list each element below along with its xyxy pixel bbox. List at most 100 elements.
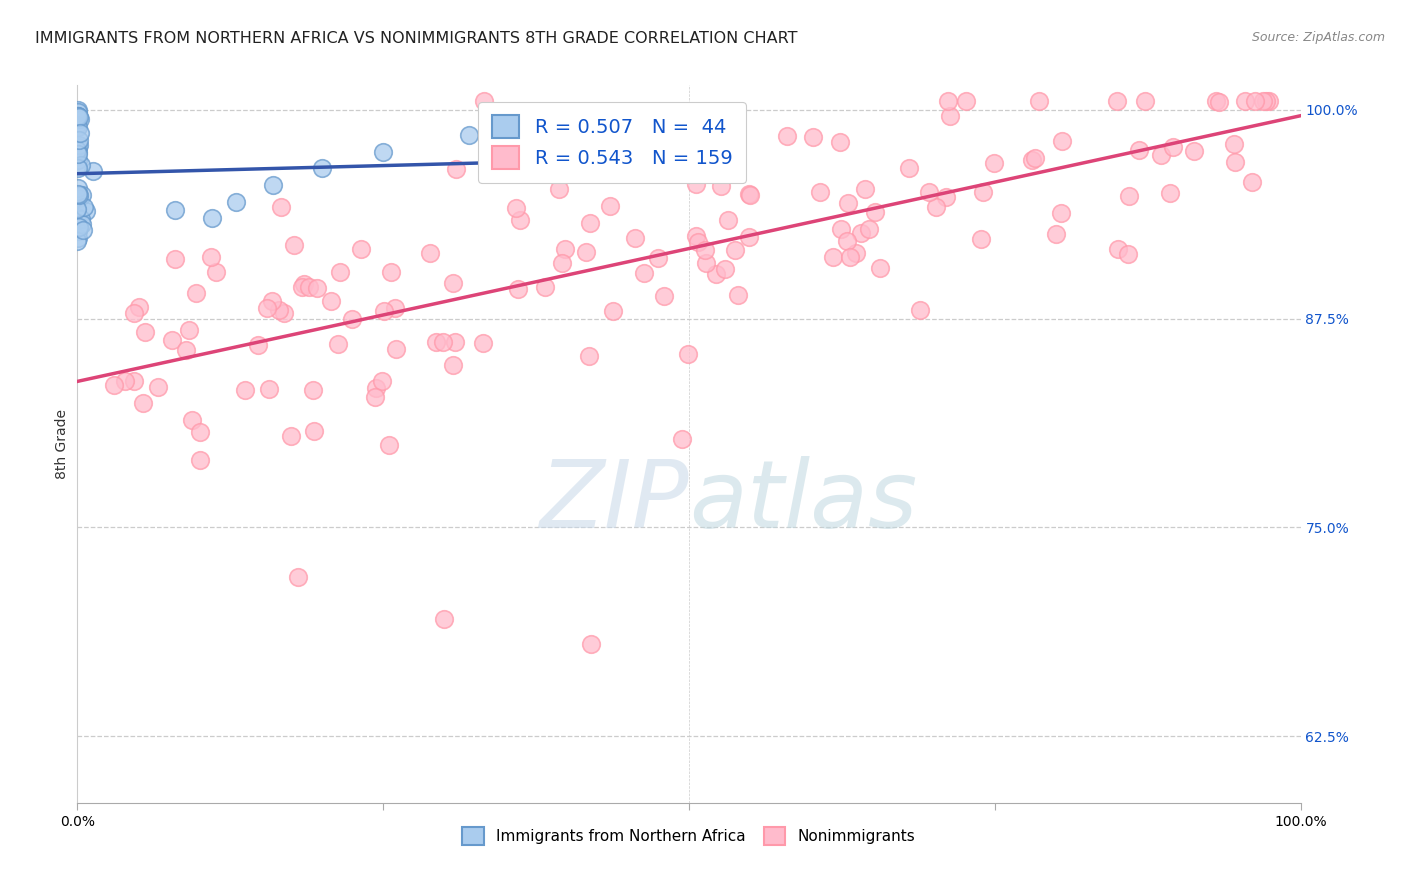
- Point: [114, 374, 136, 388]
- Point: [66, 186, 89, 201]
- Point: [72, 217, 94, 231]
- Point: [1258, 95, 1281, 109]
- Point: [256, 301, 278, 316]
- Point: [1128, 143, 1150, 157]
- Point: [1118, 247, 1140, 261]
- Point: [863, 205, 886, 219]
- Point: [837, 196, 859, 211]
- Point: [1149, 148, 1171, 162]
- Point: [66, 118, 89, 132]
- Text: atlas: atlas: [689, 456, 917, 547]
- Point: [66, 223, 89, 237]
- Point: [73, 200, 96, 214]
- Point: [1208, 95, 1230, 109]
- Point: [179, 323, 201, 337]
- Point: [509, 212, 531, 227]
- Point: [695, 243, 717, 257]
- Point: [66, 234, 89, 248]
- Point: [897, 161, 920, 175]
- Point: [647, 251, 669, 265]
- Point: [378, 438, 401, 452]
- Point: [1050, 205, 1073, 219]
- Point: [1107, 95, 1129, 109]
- Point: [444, 161, 467, 176]
- Point: [1225, 155, 1247, 169]
- Point: [1107, 242, 1129, 256]
- Point: [302, 383, 325, 397]
- Point: [727, 288, 749, 302]
- Point: [1205, 95, 1227, 109]
- Point: [262, 178, 284, 192]
- Point: [724, 244, 747, 258]
- Point: [1251, 95, 1274, 109]
- Text: IMMIGRANTS FROM NORTHERN AFRICA VS NONIMMIGRANTS 8TH GRADE CORRELATION CHART: IMMIGRANTS FROM NORTHERN AFRICA VS NONIM…: [35, 31, 797, 46]
- Point: [1021, 153, 1043, 167]
- Point: [384, 301, 406, 316]
- Point: [128, 301, 150, 315]
- Point: [1133, 95, 1156, 109]
- Point: [717, 213, 740, 227]
- Point: [257, 382, 280, 396]
- Point: [579, 145, 602, 159]
- Point: [801, 129, 824, 144]
- Point: [686, 235, 709, 249]
- Point: [298, 280, 321, 294]
- Point: [67, 138, 90, 153]
- Point: [67, 188, 90, 202]
- Point: [165, 202, 187, 217]
- Point: [364, 381, 387, 395]
- Point: [972, 185, 994, 199]
- Point: [67, 109, 90, 123]
- Point: [371, 375, 394, 389]
- Point: [66, 153, 89, 167]
- Point: [184, 286, 207, 301]
- Point: [122, 306, 145, 320]
- Point: [685, 177, 707, 191]
- Point: [633, 266, 655, 280]
- Point: [939, 109, 962, 123]
- Point: [67, 230, 90, 244]
- Point: [472, 95, 495, 109]
- Point: [67, 133, 90, 147]
- Point: [260, 293, 283, 308]
- Point: [917, 185, 939, 199]
- Point: [505, 201, 527, 215]
- Text: Source: ZipAtlas.com: Source: ZipAtlas.com: [1251, 31, 1385, 45]
- Point: [685, 229, 707, 244]
- Point: [134, 326, 156, 340]
- Point: [713, 150, 735, 164]
- Point: [380, 265, 402, 279]
- Point: [620, 148, 643, 162]
- Point: [329, 265, 352, 279]
- Point: [70, 211, 93, 226]
- Point: [75, 204, 97, 219]
- Point: [936, 95, 959, 109]
- Point: [776, 128, 799, 143]
- Point: [808, 186, 831, 200]
- Point: [311, 161, 333, 176]
- Point: [72, 223, 94, 237]
- Point: [740, 187, 762, 202]
- Point: [714, 262, 737, 277]
- Point: [70, 188, 93, 202]
- Point: [925, 200, 948, 214]
- Point: [340, 312, 363, 326]
- Point: [441, 276, 464, 290]
- Point: [82, 163, 104, 178]
- Point: [671, 433, 693, 447]
- Point: [444, 334, 467, 349]
- Point: [845, 245, 868, 260]
- Point: [66, 210, 89, 224]
- Point: [201, 211, 224, 226]
- Point: [270, 200, 292, 214]
- Point: [67, 111, 90, 125]
- Point: [869, 260, 891, 275]
- Point: [652, 288, 675, 302]
- Point: [738, 186, 761, 201]
- Point: [66, 103, 89, 118]
- Point: [1223, 137, 1246, 152]
- Point: [1045, 227, 1067, 242]
- Point: [1118, 188, 1140, 202]
- Point: [267, 303, 290, 318]
- Point: [821, 250, 844, 264]
